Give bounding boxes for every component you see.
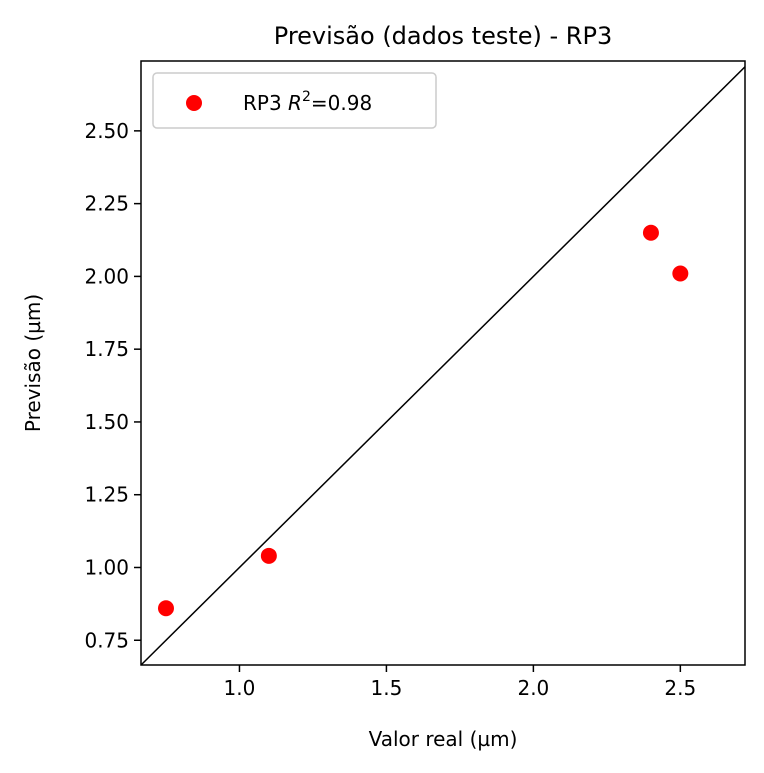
- data-point: [157, 600, 174, 617]
- legend-label-exponent: 2: [302, 89, 311, 105]
- legend-label-symbol: R: [288, 91, 302, 115]
- plot-contents: [141, 65, 745, 665]
- legend-label: RP3 R2=0.98: [243, 89, 372, 115]
- identity-line: [141, 65, 745, 665]
- plot-frame: [140, 60, 746, 666]
- data-point: [672, 265, 689, 282]
- y-tick-label: 0.75: [84, 628, 129, 652]
- y-tick-label: 1.25: [84, 483, 129, 507]
- y-tick-label: 1.00: [84, 555, 129, 579]
- y-axis-title: Previsão (µm): [21, 294, 45, 432]
- y-tick-label: 1.50: [84, 410, 129, 434]
- legend-label-suffix: =0.98: [311, 91, 372, 115]
- legend-label-prefix: RP3: [243, 91, 288, 115]
- x-tick-label: 2.5: [664, 676, 696, 700]
- legend-marker: [186, 95, 202, 111]
- y-tick-label: 2.00: [84, 264, 129, 288]
- data-point: [260, 547, 277, 564]
- x-tick-label: 2.0: [517, 676, 549, 700]
- x-tick-label: 1.0: [224, 676, 256, 700]
- data-point: [642, 224, 659, 241]
- x-tick-label: 1.5: [371, 676, 403, 700]
- x-axis-ticks: 1.0 1.5 2.0 2.5: [224, 665, 696, 700]
- legend: RP3 R2=0.98: [152, 72, 437, 129]
- chart-title: Previsão (dados teste) - RP3: [274, 22, 612, 50]
- y-tick-label: 2.50: [84, 119, 129, 143]
- y-tick-label: 2.25: [84, 192, 129, 216]
- legend-box: [152, 72, 437, 129]
- x-axis-title: Valor real (µm): [369, 727, 518, 751]
- y-axis-ticks: 0.75 1.00 1.25 1.50 1.75 2.00 2.25 2.50: [84, 119, 141, 652]
- y-tick-label: 1.75: [84, 337, 129, 361]
- plot-area: [140, 60, 746, 666]
